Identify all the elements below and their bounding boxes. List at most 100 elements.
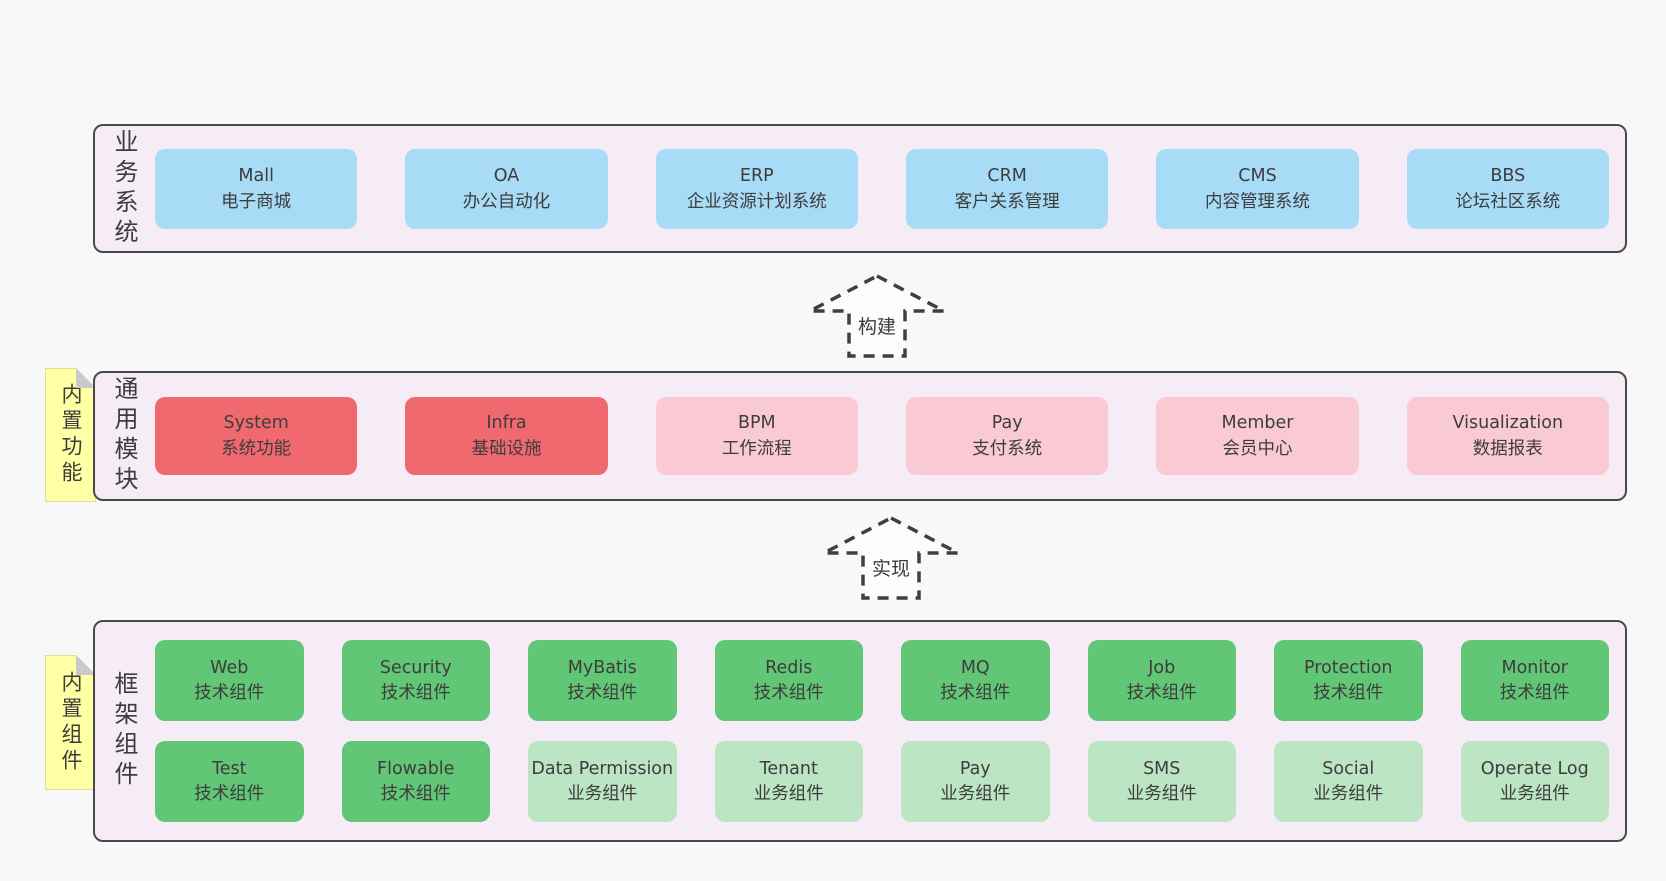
box-title: Protection — [1303, 657, 1393, 678]
system-box-bbs: BBS 论坛社区系统 — [1406, 148, 1609, 229]
layer-common-modules: 通用模块 System 系统功能 Infra 基础设施 BPM 工作流程 Pay… — [93, 371, 1627, 501]
box-subtitle: 会员中心 — [1222, 439, 1293, 459]
box-subtitle: 业务组件 — [1499, 783, 1570, 804]
box-subtitle: 内容管理系统 — [1204, 191, 1310, 212]
build-arrow: 构建 — [808, 274, 946, 358]
box-subtitle: 技术组件 — [940, 682, 1011, 703]
component-box-pay: Pay 业务组件 — [901, 741, 1050, 822]
module-box-infra: Infra 基础设施 — [405, 397, 608, 475]
implement-arrow-label: 实现 — [868, 554, 914, 581]
component-box-mybatis: MyBatis 技术组件 — [528, 640, 677, 721]
box-subtitle: 办公自动化 — [462, 191, 551, 212]
sticky-note-builtin-components: 内置组件 — [45, 655, 96, 790]
framework-components-label: 框架组件 — [110, 671, 138, 791]
box-title: Monitor — [1501, 657, 1569, 678]
component-box-security: Security 技术组件 — [341, 640, 490, 721]
layer-framework-components: 框架组件 Web 技术组件 Security 技术组件 MyBatis 技术组件… — [93, 620, 1627, 842]
box-subtitle: 技术组件 — [1499, 682, 1570, 703]
box-title: BBS — [1490, 165, 1526, 186]
module-box-member: Member 会员中心 — [1156, 397, 1359, 475]
box-subtitle: 技术组件 — [753, 682, 824, 703]
box-subtitle: 工作流程 — [721, 439, 792, 459]
box-title: BPM — [737, 413, 776, 433]
build-arrow-label: 构建 — [854, 312, 900, 339]
box-subtitle: 基础设施 — [471, 439, 542, 459]
box-subtitle: 技术组件 — [194, 682, 265, 703]
box-subtitle: 技术组件 — [567, 682, 638, 703]
component-box-data-permission: Data Permission 业务组件 — [528, 741, 677, 822]
module-box-pay: Pay 支付系统 — [905, 397, 1109, 475]
box-subtitle: 技术组件 — [380, 682, 451, 703]
common-modules-label: 通用模块 — [110, 376, 138, 496]
system-box-mall: Mall 电子商城 — [155, 148, 358, 229]
box-title: Infra — [486, 413, 527, 433]
box-title: OA — [493, 165, 520, 186]
box-title: Mall — [238, 165, 274, 186]
box-subtitle: 业务组件 — [753, 783, 824, 804]
module-box-bpm: BPM 工作流程 — [655, 397, 858, 475]
system-box-crm: CRM 客户关系管理 — [905, 148, 1109, 229]
box-title: Visualization — [1452, 413, 1564, 433]
component-box-mq: MQ 技术组件 — [901, 640, 1050, 721]
box-title: Job — [1148, 657, 1176, 678]
box-subtitle: 业务组件 — [1126, 783, 1197, 804]
box-title: System — [223, 413, 289, 433]
component-box-monitor: Monitor 技术组件 — [1460, 640, 1609, 721]
box-subtitle: 系统功能 — [221, 439, 292, 459]
box-subtitle: 技术组件 — [1126, 682, 1197, 703]
component-box-tenant: Tenant 业务组件 — [714, 741, 863, 822]
box-title: Redis — [765, 657, 813, 678]
module-box-system: System 系统功能 — [155, 397, 358, 475]
box-title: Flowable — [377, 758, 455, 779]
component-box-social: Social 业务组件 — [1274, 741, 1423, 822]
business-systems-label: 业务系统 — [110, 128, 138, 249]
box-title: Pay — [991, 413, 1023, 433]
box-title: Tenant — [759, 758, 818, 779]
component-box-web: Web 技术组件 — [155, 640, 304, 721]
box-title: Social — [1322, 758, 1375, 779]
box-title: Test — [212, 758, 247, 779]
layer-business-systems: 业务系统 Mall 电子商城 OA 办公自动化 ERP 企业资源计划系统 CRM… — [93, 124, 1627, 253]
box-title: Member — [1221, 413, 1294, 433]
system-box-erp: ERP 企业资源计划系统 — [655, 148, 858, 229]
sticky-note-builtin-functions: 内置功能 — [45, 368, 96, 502]
box-subtitle: 支付系统 — [972, 439, 1043, 459]
module-box-visualization: Visualization 数据报表 — [1406, 397, 1609, 475]
business-systems-row: Mall 电子商城 OA 办公自动化 ERP 企业资源计划系统 CRM 客户关系… — [155, 148, 1609, 229]
component-box-operate-log: Operate Log 业务组件 — [1460, 741, 1609, 822]
component-box-test: Test 技术组件 — [155, 741, 304, 822]
framework-components-grid: Web 技术组件 Security 技术组件 MyBatis 技术组件 Redi… — [155, 640, 1609, 822]
box-subtitle: 企业资源计划系统 — [686, 191, 827, 212]
box-subtitle: 技术组件 — [1313, 682, 1384, 703]
box-title: CMS — [1238, 165, 1277, 186]
box-title: Pay — [959, 758, 991, 779]
component-box-sms: SMS 业务组件 — [1087, 741, 1236, 822]
component-box-protection: Protection 技术组件 — [1274, 640, 1423, 721]
box-title: MQ — [960, 657, 990, 678]
box-title: Operate Log — [1480, 758, 1589, 779]
component-box-redis: Redis 技术组件 — [714, 640, 863, 721]
box-title: Web — [210, 657, 249, 678]
box-subtitle: 业务组件 — [940, 783, 1011, 804]
box-title: Data Permission — [531, 758, 674, 779]
common-modules-row: System 系统功能 Infra 基础设施 BPM 工作流程 Pay 支付系统… — [155, 397, 1609, 475]
components-row-2: Test 技术组件 Flowable 技术组件 Data Permission … — [155, 741, 1609, 822]
system-box-cms: CMS 内容管理系统 — [1156, 148, 1359, 229]
implement-arrow: 实现 — [822, 516, 960, 600]
box-subtitle: 论坛社区系统 — [1455, 191, 1561, 212]
box-subtitle: 客户关系管理 — [954, 191, 1060, 212]
box-title: SMS — [1143, 758, 1181, 779]
box-title: CRM — [987, 165, 1027, 186]
box-subtitle: 业务组件 — [567, 783, 638, 804]
component-box-flowable: Flowable 技术组件 — [341, 741, 490, 822]
component-box-job: Job 技术组件 — [1087, 640, 1236, 721]
box-title: ERP — [739, 165, 774, 186]
box-subtitle: 技术组件 — [194, 783, 265, 804]
components-row-1: Web 技术组件 Security 技术组件 MyBatis 技术组件 Redi… — [155, 640, 1609, 721]
box-subtitle: 技术组件 — [380, 783, 451, 804]
box-subtitle: 电子商城 — [221, 191, 292, 212]
system-box-oa: OA 办公自动化 — [405, 148, 608, 229]
note-label: 内置组件 — [59, 670, 83, 775]
box-subtitle: 数据报表 — [1472, 439, 1543, 459]
note-label: 内置功能 — [59, 383, 83, 487]
